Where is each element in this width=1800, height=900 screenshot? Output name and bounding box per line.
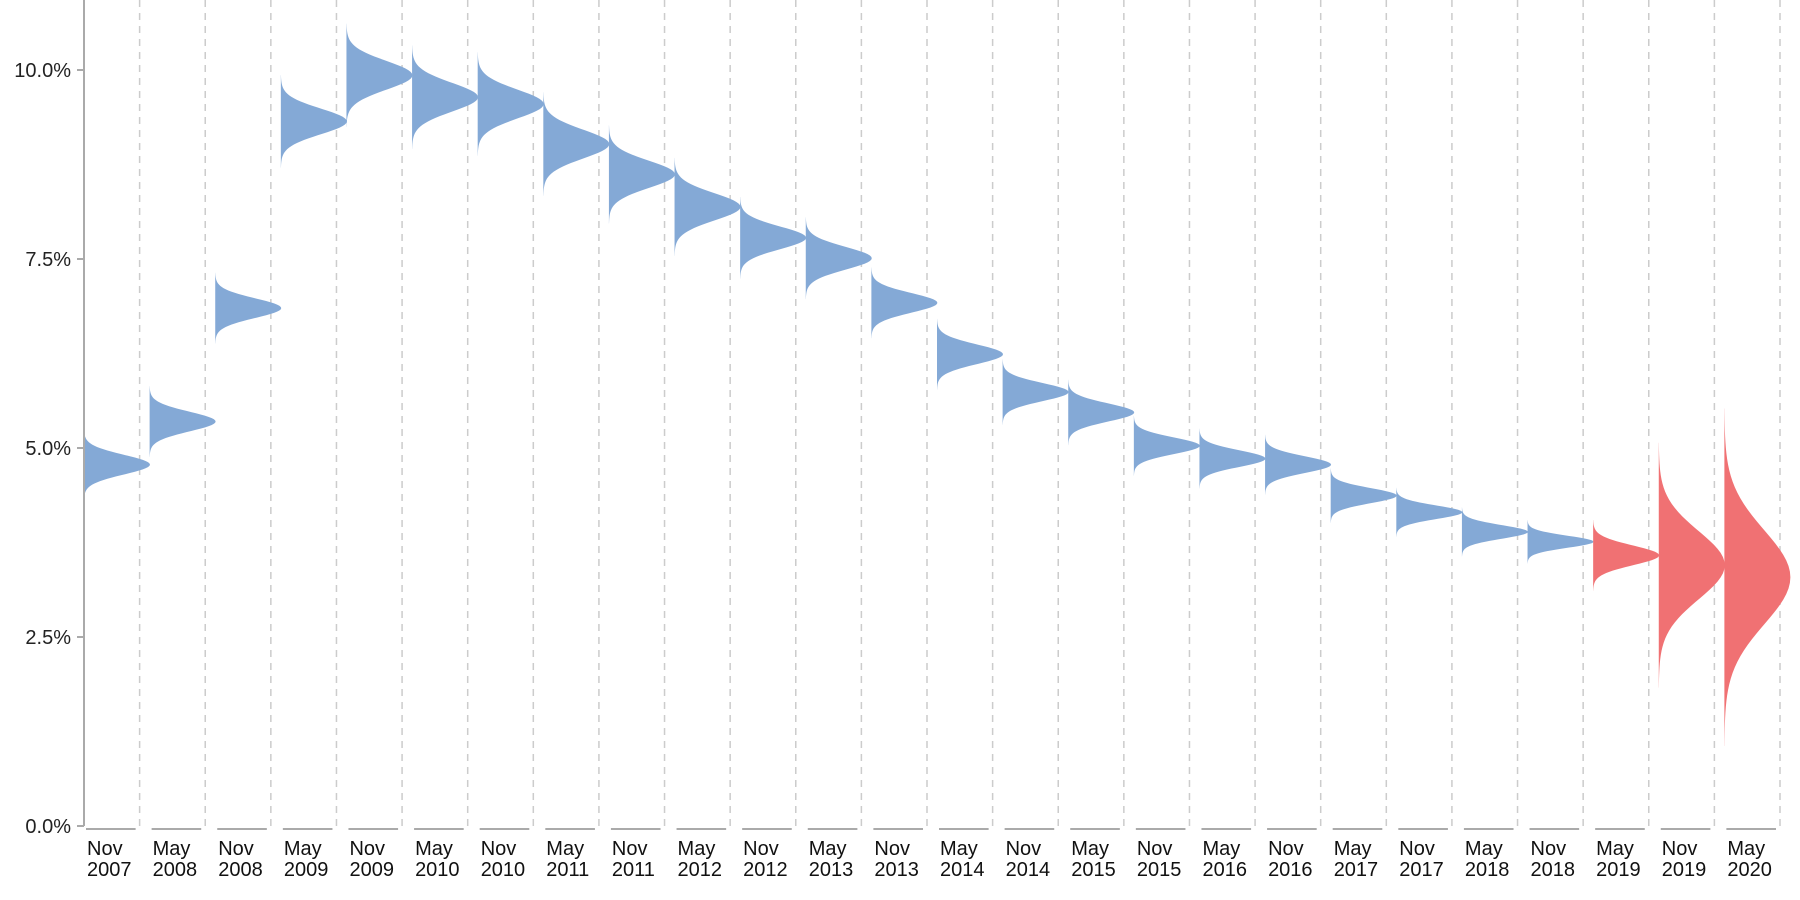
x-tick-label-month: Nov (349, 838, 385, 860)
distribution-actual (1461, 507, 1528, 557)
x-tick-label-year: 2019 (1596, 859, 1641, 881)
distribution-actual (937, 318, 1003, 390)
y-tick-label: 5.0% (25, 438, 71, 460)
distribution-actual (84, 429, 150, 501)
distribution-forecast (1593, 519, 1660, 591)
x-tick-label-year: 2016 (1268, 859, 1313, 881)
x-tick-label-month: May (1727, 838, 1765, 860)
x-tick-label-year: 2018 (1531, 859, 1576, 881)
distribution-actual (871, 267, 938, 339)
x-tick-label-year: 2015 (1071, 859, 1116, 881)
x-tick-label-year: 2011 (546, 859, 589, 881)
distribution-actual (674, 157, 741, 256)
x-tick-label-year: 2017 (1334, 859, 1379, 881)
distribution-actual (346, 23, 413, 128)
x-axis-tick-labels: Nov2007May2008Nov2008May2009Nov2009May20… (87, 838, 1772, 881)
x-tick-label-month: May (415, 838, 453, 860)
distribution-forecast (1724, 408, 1791, 747)
x-tick-label-month: May (1202, 838, 1240, 860)
x-tick-label-year: 2013 (809, 859, 854, 881)
distribution-actual (477, 52, 544, 156)
x-tick-label-year: 2009 (349, 859, 394, 881)
x-tick-label-year: 2007 (87, 859, 132, 881)
distribution-actual (215, 272, 282, 344)
y-tick-label: 0.0% (25, 816, 71, 838)
x-tick-label-year: 2012 (743, 859, 788, 881)
x-tick-label-month: May (940, 838, 978, 860)
x-tick-label-year: 2014 (940, 859, 985, 881)
x-tick-label-year: 2010 (481, 859, 526, 881)
x-tick-label-month: Nov (87, 838, 123, 860)
y-tick-label: 7.5% (25, 249, 71, 271)
x-tick-label-year: 2017 (1399, 859, 1444, 881)
x-tick-label-month: May (1071, 838, 1109, 860)
distribution-actual (1068, 379, 1135, 446)
y-axis-tick-labels: 0.0% 2.5% 5.0% 7.5% 10.0% (14, 60, 71, 838)
distribution-shapes (84, 23, 1791, 747)
distribution-actual (1002, 359, 1069, 425)
x-tick-label-month: Nov (1399, 838, 1435, 860)
x-tick-label-year: 2009 (284, 859, 329, 881)
x-tick-label-month: May (153, 838, 191, 860)
x-tick-label-month: Nov (743, 838, 779, 860)
x-tick-label-year: 2015 (1137, 859, 1182, 881)
distribution-actual (1527, 519, 1594, 564)
axes (77, 0, 1776, 830)
x-tick-label-month: May (809, 838, 847, 860)
distribution-forecast (1658, 442, 1725, 688)
x-tick-label-month: May (1334, 838, 1372, 860)
x-tick-label-month: Nov (874, 838, 910, 860)
x-tick-label-month: Nov (1268, 838, 1304, 860)
distribution-actual (608, 125, 675, 224)
y-tick-label: 2.5% (25, 627, 71, 649)
x-tick-label-month: Nov (1531, 838, 1567, 860)
distribution-actual (805, 217, 872, 300)
x-tick-label-year: 2011 (612, 859, 655, 881)
x-tick-label-year: 2012 (678, 859, 723, 881)
distribution-actual (1396, 487, 1463, 537)
distribution-actual (1265, 434, 1332, 495)
x-tick-label-year: 2019 (1662, 859, 1707, 881)
distribution-actual (149, 386, 216, 457)
x-tick-label-year: 2008 (218, 859, 263, 881)
x-tick-label-month: May (546, 838, 584, 860)
x-tick-label-month: Nov (1006, 838, 1042, 860)
x-tick-label-month: Nov (218, 838, 254, 860)
x-tick-label-month: May (678, 838, 716, 860)
x-tick-label-year: 2008 (153, 859, 198, 881)
distribution-actual (1199, 428, 1266, 489)
grid-lines (138, 0, 1781, 826)
x-tick-label-year: 2014 (1006, 859, 1051, 881)
x-tick-label-year: 2016 (1202, 859, 1247, 881)
y-tick-label: 10.0% (14, 60, 71, 82)
distribution-actual (740, 197, 807, 279)
x-tick-label-year: 2020 (1727, 859, 1772, 881)
x-tick-label-year: 2018 (1465, 859, 1510, 881)
distribution-actual (1133, 415, 1200, 476)
x-tick-label-year: 2010 (415, 859, 460, 881)
x-tick-label-month: May (284, 838, 322, 860)
x-tick-label-year: 2013 (874, 859, 919, 881)
x-tick-label-month: Nov (1662, 838, 1698, 860)
distribution-actual (543, 92, 610, 196)
x-tick-label-month: Nov (481, 838, 517, 860)
distribution-actual (412, 45, 479, 149)
x-tick-label-month: Nov (1137, 838, 1173, 860)
x-tick-label-month: May (1596, 838, 1634, 860)
x-tick-label-month: Nov (612, 838, 648, 860)
distribution-actual (1330, 468, 1397, 523)
distribution-actual (280, 75, 347, 168)
x-tick-label-month: May (1465, 838, 1503, 860)
